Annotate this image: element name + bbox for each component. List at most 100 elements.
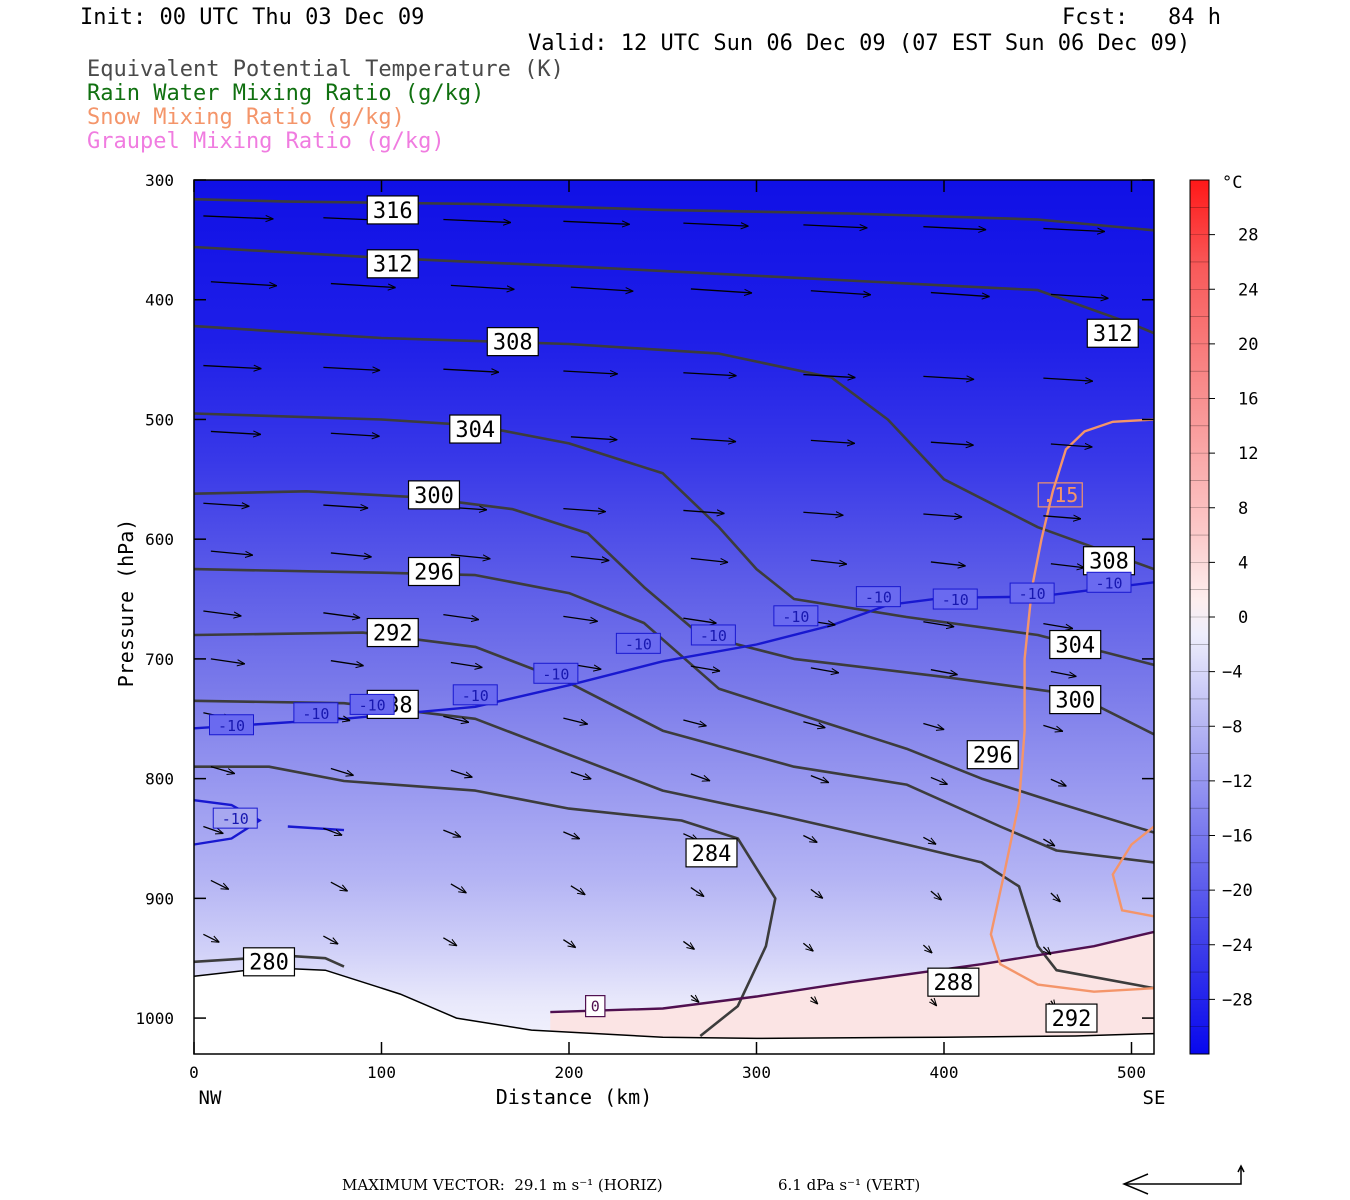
theta-e-label-312: 312 bbox=[366, 249, 419, 279]
max-vector-vert: 6.1 dPa s⁻¹ (VERT) bbox=[778, 1176, 921, 1194]
theta-e-label-296-b-text: 296 bbox=[973, 744, 1013, 769]
wind-vector bbox=[923, 722, 944, 730]
plot-frame bbox=[193, 179, 1155, 1055]
terrain-line bbox=[193, 967, 1155, 1040]
snow-contour-secondary bbox=[1111, 825, 1154, 918]
wind-vector bbox=[930, 776, 948, 786]
theta-e-label-280-box bbox=[242, 947, 296, 977]
colorbar-tick-label: −16 bbox=[1222, 827, 1253, 847]
wind-vector bbox=[450, 883, 467, 893]
isotherm-label-text: -10 bbox=[1019, 585, 1046, 603]
isotherm-label-text: -10 bbox=[542, 665, 569, 683]
wind-vector bbox=[323, 827, 342, 835]
theta-e-label-280-text: 280 bbox=[249, 951, 289, 976]
wind-vector bbox=[1050, 670, 1077, 676]
theta-e-label-300-text: 300 bbox=[414, 484, 454, 509]
wind-vector bbox=[683, 719, 706, 726]
x-tick-label: 0 bbox=[189, 1063, 199, 1082]
wind-vector bbox=[690, 288, 752, 293]
isotherm-label-text: -10 bbox=[302, 705, 329, 723]
wind-vector bbox=[802, 942, 813, 951]
isotherm-label-box bbox=[1009, 582, 1055, 604]
wind-vector bbox=[930, 291, 990, 297]
theta-e-label-292-b-box bbox=[1045, 1003, 1098, 1033]
isotherm-label-box bbox=[212, 807, 258, 829]
legend-rain-water: Rain Water Mixing Ratio (g/kg) bbox=[87, 81, 485, 106]
temperature-field bbox=[194, 180, 1154, 1054]
theta-e-contour-292 bbox=[194, 631, 1154, 864]
isotherm-label-text: -10 bbox=[625, 635, 652, 653]
x-tick-label: 500 bbox=[1117, 1063, 1146, 1082]
theta-e-label-296-b-box bbox=[966, 740, 1019, 770]
y-tick-label: 1000 bbox=[135, 1009, 174, 1028]
isotherm-label-text: -10 bbox=[865, 589, 892, 607]
y-tick-label: 300 bbox=[145, 171, 174, 190]
isotherm-label: -10 bbox=[855, 586, 901, 608]
wind-vector bbox=[683, 373, 736, 376]
y-tick-label: 700 bbox=[145, 650, 174, 669]
theta-e-label-292-box bbox=[366, 617, 419, 648]
wind-vector bbox=[563, 615, 597, 621]
wind-vector bbox=[330, 881, 348, 891]
wind-vector bbox=[930, 442, 974, 445]
wind-vector bbox=[570, 286, 633, 291]
wind-vector bbox=[330, 282, 396, 288]
wind-vector bbox=[570, 437, 617, 440]
wind-vector bbox=[450, 284, 515, 289]
isotherm-label: -10 bbox=[615, 632, 661, 654]
colorbar-tick-label: −12 bbox=[1222, 772, 1253, 792]
wind-vector bbox=[810, 440, 855, 443]
y-tick-label: 600 bbox=[145, 530, 174, 549]
wind-vector bbox=[443, 937, 457, 946]
isotherm-label-low: -10 bbox=[212, 807, 258, 829]
snow-contour bbox=[989, 418, 1154, 993]
isotherm-label-box bbox=[349, 693, 395, 715]
wind-vector bbox=[1050, 563, 1085, 568]
isotherm-label-box bbox=[209, 714, 254, 736]
wind-vector bbox=[450, 554, 491, 559]
snow-label-box bbox=[1037, 482, 1083, 508]
colorbar-tick-label: 8 bbox=[1238, 499, 1248, 519]
zero-isotherm bbox=[550, 930, 1155, 1014]
theta-e-label-304-text: 304 bbox=[455, 418, 495, 443]
isotherm-label: -10 bbox=[293, 702, 339, 724]
wind-vector bbox=[682, 940, 694, 949]
wind-vector bbox=[923, 227, 986, 230]
colorbar-tick-label: 0 bbox=[1238, 608, 1248, 628]
isotherm-label-box bbox=[855, 586, 901, 608]
y-axis-label: Pressure (hPa) bbox=[114, 519, 138, 688]
isotherm-label-text: -10 bbox=[222, 810, 249, 828]
wind-vector bbox=[810, 290, 871, 295]
theta-e-label-304-box bbox=[449, 414, 502, 444]
wind-vector bbox=[1042, 946, 1051, 955]
isotherm-label-text: -10 bbox=[782, 608, 809, 626]
wind-vector bbox=[330, 552, 372, 557]
x-end-label-left: NW bbox=[199, 1087, 222, 1109]
wind-vector bbox=[210, 281, 277, 286]
theta-e-label-304-b-box bbox=[1049, 629, 1102, 660]
isotherm-label-box bbox=[932, 588, 978, 610]
theta-e-label-312-b: 312 bbox=[1086, 318, 1139, 348]
wind-vectors bbox=[203, 216, 1108, 1008]
theta-e-label-316: 316 bbox=[366, 195, 419, 225]
wind-vector bbox=[930, 561, 966, 566]
wind-vector bbox=[450, 769, 473, 777]
theta-e-label-312-box bbox=[366, 249, 419, 279]
theta-e-label-300-b: 300 bbox=[1049, 685, 1102, 715]
wind-vector bbox=[690, 557, 728, 562]
wind-vector bbox=[563, 831, 579, 840]
theta-e-contour-280 bbox=[194, 954, 345, 968]
wind-vector bbox=[810, 888, 823, 898]
wind-vector bbox=[563, 939, 575, 948]
theta-e-label-304-b-text: 304 bbox=[1055, 633, 1095, 658]
isotherm-label: -10 bbox=[932, 588, 978, 610]
wind-vector bbox=[1043, 378, 1093, 381]
theta-e-label-300: 300 bbox=[407, 480, 461, 510]
terrain-fill bbox=[194, 967, 1154, 1054]
theta-e-label-292-b: 292 bbox=[1045, 1003, 1098, 1033]
isotherm-label-text: -10 bbox=[462, 687, 489, 705]
y-tick-label: 500 bbox=[145, 410, 174, 429]
wind-vector bbox=[923, 514, 962, 517]
wind-vector bbox=[443, 715, 469, 722]
theta-e-contour-288 bbox=[194, 699, 1154, 990]
